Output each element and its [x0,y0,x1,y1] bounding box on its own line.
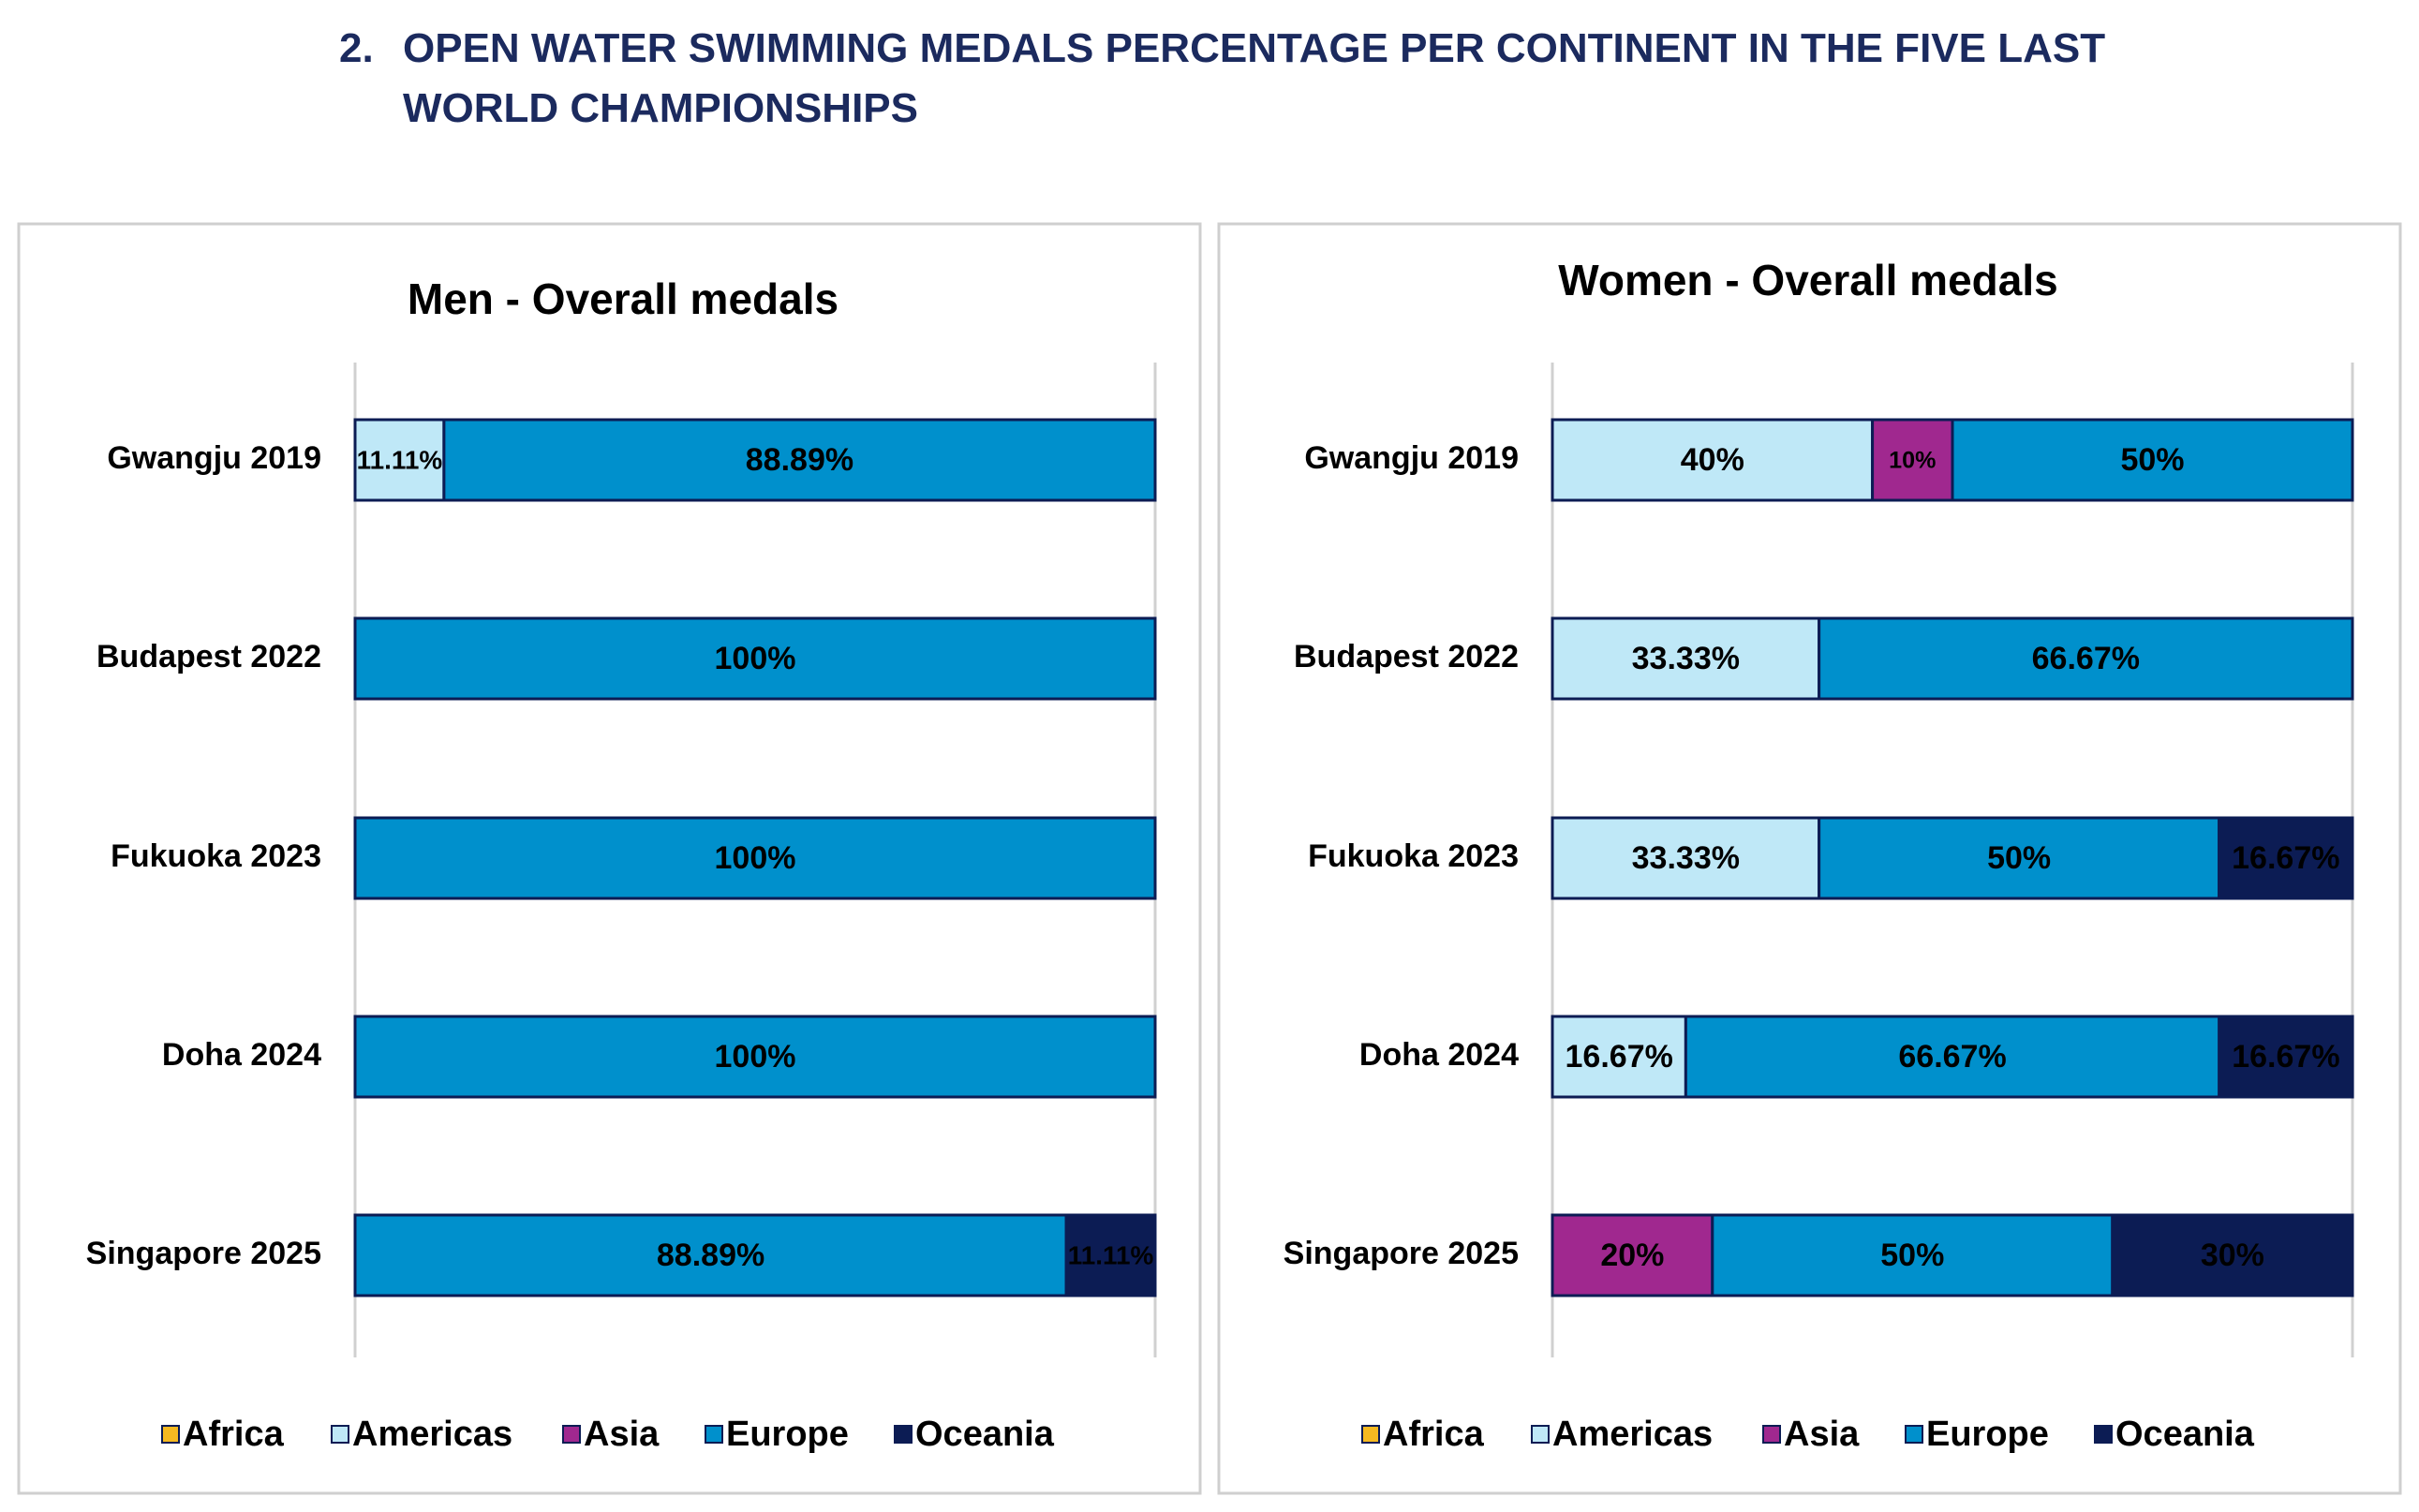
page-header: 2. OPEN WATER SWIMMING MEDALS PERCENTAGE… [339,19,2183,139]
value-label: 100% [715,840,796,876]
value-label: 11.11% [357,445,443,474]
bar-segment [1551,418,1875,502]
y-tick-label: Gwangju 2019 [107,440,321,476]
bar-segment [1551,616,1821,701]
legend-swatch [1905,1425,1923,1444]
legend-swatch [2094,1425,2113,1444]
legend-label: Africa [183,1415,285,1454]
bar-segment [1551,816,1821,900]
bar-segment [2218,816,2354,900]
value-label: 50% [1880,1238,1944,1273]
legend-swatch [705,1425,723,1444]
legend-label: Africa [1383,1415,1485,1454]
legend-swatch [331,1425,349,1444]
value-label: 33.33% [1632,641,1740,676]
legend-label: Europe [726,1415,849,1454]
legend-label: Oceania [2115,1415,2255,1454]
y-tick-label: Doha 2024 [162,1037,321,1073]
legend-label: Asia [584,1415,660,1454]
legend-label: Americas [1552,1415,1713,1454]
value-label: 20% [1600,1238,1664,1273]
value-label: 40% [1681,442,1744,478]
legend-swatch [1531,1425,1550,1444]
y-tick-label: Singapore 2025 [86,1236,321,1271]
value-label: 88.89% [746,442,853,478]
bar-segment [1684,1015,2221,1099]
legend-swatch [1762,1425,1781,1444]
legend-label: Europe [1926,1415,2049,1454]
legend-label: Oceania [915,1415,1055,1454]
bar-segment [1711,1213,2115,1297]
value-label: 88.89% [657,1238,764,1273]
bar-segment [1818,816,2221,900]
bar-segment [2218,1015,2354,1099]
legend-label: Asia [1784,1415,1860,1454]
bar-segment [1951,418,2354,502]
value-label: 16.67% [1566,1039,1673,1075]
y-tick-label: Fukuoka 2023 [111,838,321,874]
page-title: OPEN WATER SWIMMING MEDALS PERCENTAGE PE… [403,25,2106,131]
value-label: 100% [715,641,796,676]
bar-segment [1818,616,2354,701]
bar-segment [1064,1213,1157,1297]
value-label: 16.67% [2232,840,2339,876]
bar-segment [442,418,1157,502]
bar-segment [1551,1015,1687,1099]
value-label: 66.67% [2032,641,2140,676]
value-label: 50% [1987,840,2051,876]
value-label: 11.11% [1068,1240,1154,1269]
legend-swatch [161,1425,180,1444]
legend-swatch [894,1425,913,1444]
value-label: 16.67% [2232,1039,2339,1075]
legend-swatch [562,1425,581,1444]
bar-segment [2111,1213,2354,1297]
y-tick-label: Fukuoka 2023 [1308,838,1519,874]
y-tick-label: Singapore 2025 [1284,1236,1519,1271]
legend-swatch [1361,1425,1380,1444]
value-label: 33.33% [1632,840,1740,876]
value-label: 10% [1889,448,1936,474]
y-tick-label: Gwangju 2019 [1304,440,1519,476]
bar-segment [353,1015,1157,1099]
y-tick-label: Doha 2024 [1359,1037,1519,1073]
value-label: 30% [2201,1238,2264,1273]
y-tick-label: Budapest 2022 [1294,639,1519,674]
bar-segment [353,816,1157,900]
value-label: 50% [2120,442,2184,478]
chart-title: Women - Overall medals [1558,256,2057,304]
y-tick-label: Budapest 2022 [96,639,321,674]
legend-label: Americas [352,1415,512,1454]
title-number: 2. [339,25,374,71]
bar-segment [353,616,1157,701]
value-label: 100% [715,1039,796,1075]
bar-segment [1871,418,1954,502]
value-label: 66.67% [1898,1039,2006,1075]
chart-title: Men - Overall medals [408,274,838,323]
